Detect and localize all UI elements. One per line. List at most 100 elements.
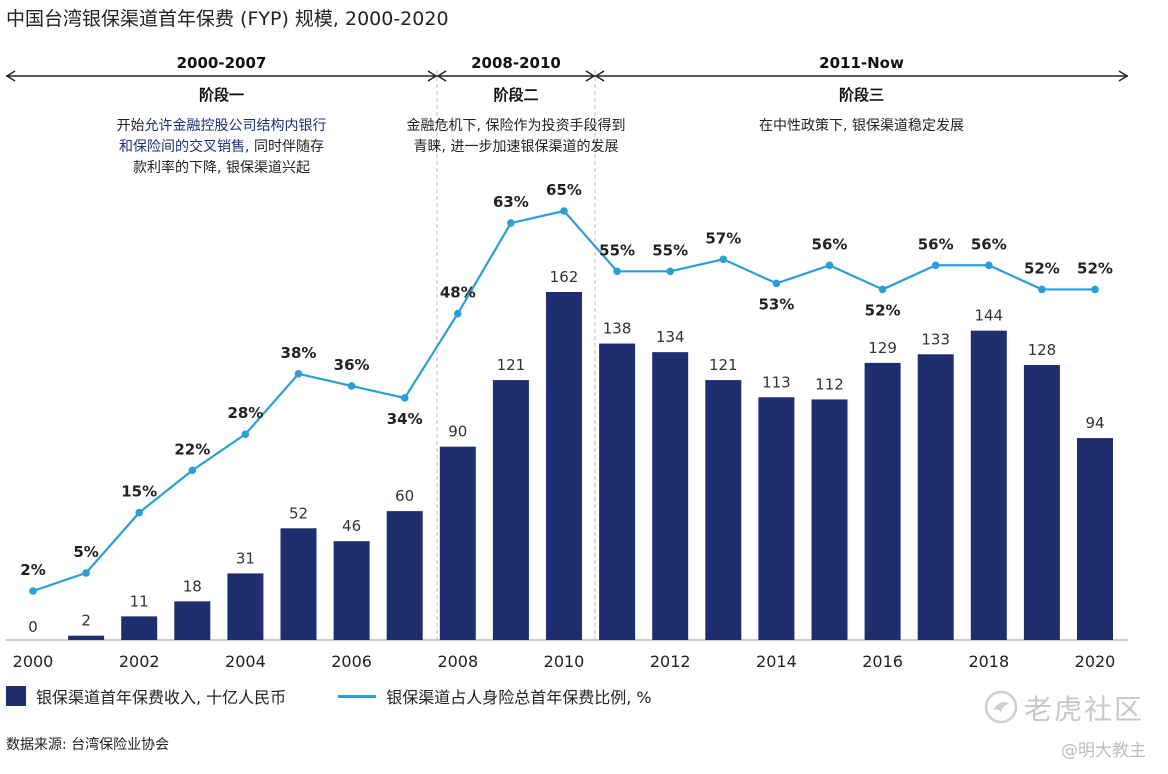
watermark-main: 老虎社区 — [1023, 693, 1144, 726]
arrow-left-icon — [5, 70, 16, 82]
legend-label-bar: 银保渠道首年保费收入, 十亿人民币 — [36, 688, 287, 707]
arrow-right-icon — [1118, 70, 1129, 82]
line-point-2014 — [772, 279, 781, 288]
bar-2009 — [492, 380, 529, 640]
bar-value-label: 94 — [1085, 414, 1104, 432]
phase-desc-line: 金融危机下, 保险作为投资手段得到 — [407, 117, 626, 134]
bar-value-label: 128 — [1028, 341, 1057, 359]
bar-2004 — [227, 573, 264, 640]
phase-desc-segment: 在中性政策下, 银保渠道稳定发展 — [759, 117, 964, 134]
line-value-label: 52% — [865, 301, 901, 319]
bar-2020 — [1077, 438, 1113, 640]
legend-swatch-bar — [6, 686, 26, 706]
line-value-label: 22% — [174, 440, 210, 458]
line-point-2003 — [188, 466, 197, 475]
line-point-2006 — [347, 382, 356, 390]
bar-2015 — [811, 399, 848, 640]
line-point-2000 — [29, 587, 37, 595]
x-tick-label: 2008 — [437, 652, 478, 671]
tiger-logo-icon — [984, 690, 1018, 724]
phase-desc-segment: 允许金融控股公司结构内银行 — [145, 118, 327, 134]
phase-name-label: 阶段一 — [199, 86, 244, 104]
x-tick-label: 2016 — [862, 652, 903, 671]
line-value-label: 56% — [812, 235, 848, 253]
bar-value-label: 121 — [497, 356, 526, 374]
line-point-2012 — [666, 267, 674, 276]
line-value-label: 57% — [705, 229, 741, 247]
line-point-2004 — [241, 430, 250, 438]
line-value-label: 56% — [971, 235, 1007, 253]
bar-value-label: 46 — [342, 517, 361, 535]
legend-swatch-line — [338, 694, 377, 698]
line-point-2008 — [454, 309, 462, 318]
phase-desc-line: 青睐, 进一步加速银保渠道的发展 — [414, 139, 619, 155]
line-value-label: 63% — [493, 193, 529, 211]
x-tick-label: 2000 — [13, 652, 54, 671]
bar-2017 — [917, 354, 954, 640]
line-value-label: 52% — [1077, 259, 1113, 277]
phase-range-label: 2011-Now — [819, 54, 904, 72]
phase-desc-segment: 款利率的下降, 银保渠道兴起 — [133, 159, 310, 176]
line-point-2013 — [719, 255, 728, 264]
x-tick-label: 2020 — [1075, 652, 1116, 671]
line-point-2011 — [613, 267, 621, 276]
bar-value-label: 52 — [289, 504, 308, 522]
bar-2007 — [386, 511, 423, 640]
bar-2006 — [333, 541, 370, 640]
line-point-2009 — [507, 219, 515, 227]
phase-desc-segment: 开始 — [117, 118, 145, 134]
bar-value-label: 134 — [656, 328, 685, 346]
bar-2010 — [546, 292, 582, 640]
bar-value-label: 144 — [974, 307, 1003, 325]
line-value-label: 48% — [440, 284, 476, 302]
line-point-2010 — [560, 207, 568, 215]
phase-range-label: 2000-2007 — [177, 54, 267, 72]
phase-desc-line: 在中性政策下, 银保渠道稳定发展 — [759, 117, 964, 134]
bar-2012 — [652, 352, 689, 640]
bar-2016 — [864, 362, 901, 640]
line-point-2001 — [82, 569, 90, 577]
line-point-2017 — [931, 261, 940, 270]
legend-item-bar: 银保渠道首年保费收入, 十亿人民币 — [6, 684, 286, 708]
bar-2018 — [970, 330, 1007, 640]
line-value-label: 53% — [758, 295, 794, 313]
chart-title: 中国台湾银保渠道首年保费 (FYP) 规模, 2000-2020 — [6, 8, 449, 30]
phase-desc-line: 和保险间的交叉销售, 同时伴随存 — [119, 138, 324, 155]
line-point-2016 — [878, 285, 887, 294]
bar-2019 — [1023, 365, 1060, 640]
x-tick-label: 2006 — [331, 652, 372, 671]
bar-2014 — [758, 397, 795, 640]
x-tick-label: 2002 — [119, 652, 160, 671]
line-value-label: 15% — [121, 483, 157, 501]
phase-desc-line: 款利率的下降, 银保渠道兴起 — [133, 159, 310, 176]
bar-2008 — [439, 446, 476, 640]
phase-name-label: 阶段二 — [493, 86, 538, 104]
line-value-label: 55% — [599, 241, 635, 259]
bar-value-label: 138 — [603, 320, 632, 338]
bar-value-label: 113 — [762, 373, 791, 391]
arrow-left-icon — [436, 70, 447, 82]
bar-value-label: 90 — [448, 423, 467, 441]
line-value-label: 34% — [387, 410, 423, 428]
phase-desc-segment: , 同时伴随存 — [245, 139, 324, 155]
line-value-label: 55% — [652, 241, 688, 259]
bar-value-label: 129 — [868, 339, 897, 357]
arrow-left-icon — [594, 70, 605, 82]
legend-label-line: 银保渠道占人身险总首年保费比例, % — [386, 688, 652, 707]
line-value-label: 52% — [1024, 259, 1060, 277]
watermark-sub: @明大教主 — [1061, 741, 1146, 761]
bar-2005 — [280, 528, 317, 640]
bar-value-label: 31 — [236, 549, 255, 567]
x-tick-label: 2004 — [225, 652, 266, 671]
phase-name-label: 阶段三 — [839, 86, 884, 104]
phase-desc-segment: 青睐, 进一步加速银保渠道的发展 — [414, 139, 619, 155]
phase-desc-line: 开始允许金融控股公司结构内银行 — [117, 118, 327, 134]
line-point-2007 — [400, 394, 409, 402]
x-tick-label: 2012 — [650, 652, 691, 671]
phase-desc-segment: 和保险间的交叉销售 — [119, 138, 245, 155]
bar-2013 — [705, 380, 742, 640]
line-point-2015 — [825, 261, 834, 270]
line-point-2020 — [1091, 285, 1099, 294]
line-value-label: 65% — [546, 181, 582, 199]
